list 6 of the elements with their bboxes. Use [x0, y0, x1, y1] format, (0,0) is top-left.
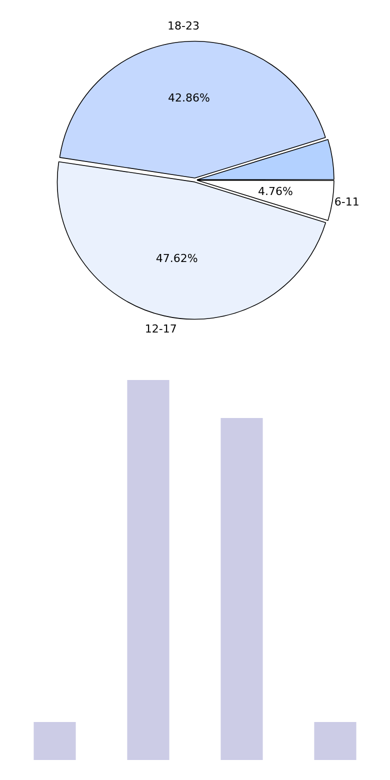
data-label: 4.76%	[258, 184, 293, 198]
slice-label: 18-23	[168, 20, 200, 33]
slice-label: 12-17	[144, 322, 177, 336]
slice-label: 6-11	[334, 196, 360, 209]
data-label: 47.62%	[156, 252, 198, 266]
data-label: 42.86%	[168, 92, 210, 105]
